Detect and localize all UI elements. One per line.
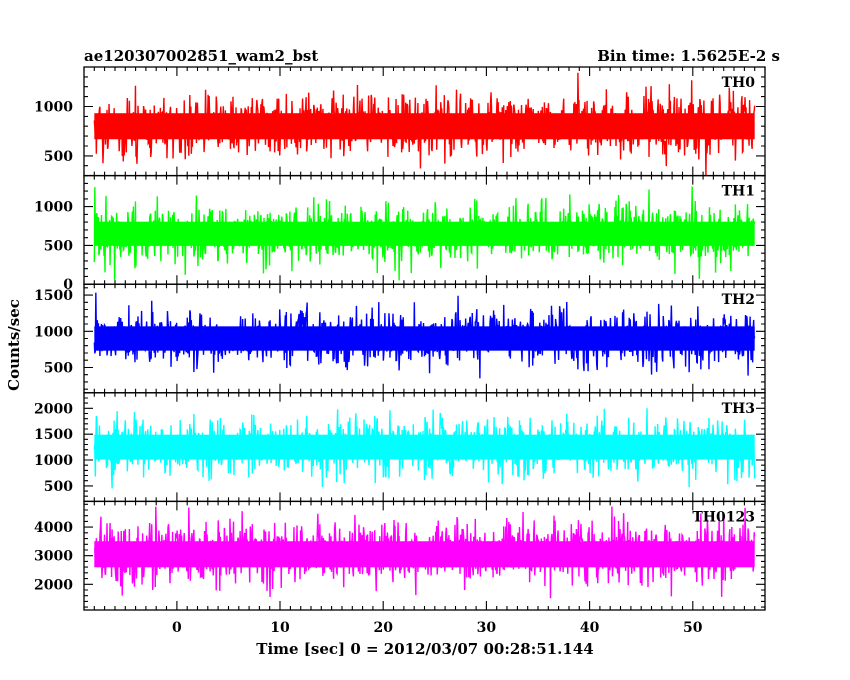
panel-ticks: [83, 284, 766, 393]
series-th0-line: [93, 72, 756, 176]
panel-ticks: [83, 501, 766, 610]
x-axis-title: Time [sec] 0 = 2012/03/07 00:28:51.144: [256, 640, 593, 658]
y-tick-label: 500: [44, 149, 73, 165]
y-tick-label: 1000: [34, 100, 73, 116]
x-tick-label: 10: [270, 620, 290, 636]
figure-title: ae120307002851_wam2_bst: [84, 47, 318, 65]
x-tick-label: 30: [477, 620, 497, 636]
panel-label-th3: TH3: [722, 401, 755, 417]
y-axis-title: Counts/sec: [5, 299, 23, 391]
y-tick-label: 1500: [34, 427, 73, 443]
panel-label-th2: TH2: [722, 292, 755, 308]
y-tick-label: 500: [44, 361, 73, 377]
x-tick-label: 20: [373, 620, 393, 636]
y-tick-label: 1000: [34, 200, 73, 216]
bin-time-label: Bin time: 1.5625E-2 s: [597, 47, 780, 65]
y-tick-label: 3000: [34, 549, 73, 565]
y-tick-label: 500: [44, 479, 73, 495]
y-tick-label: 0: [63, 277, 73, 293]
series-th1-line: [93, 186, 756, 281]
x-tick-label: 50: [683, 620, 703, 636]
y-tick-label: 2000: [34, 577, 73, 593]
x-axis: 0 10 20 30 40 50: [172, 620, 703, 636]
series-th0123-line: [93, 506, 756, 599]
y-tick-label: 2000: [34, 401, 73, 417]
panel-label-th1: TH1: [722, 184, 755, 200]
y-tick-label: 1000: [34, 324, 73, 340]
panel-th2: 500 1000 1500 TH2: [34, 283, 766, 394]
series-th2-line: [93, 292, 756, 379]
panel-th1: 0 500 1000 TH1: [34, 174, 766, 293]
panel-label-th0: TH0: [722, 75, 756, 91]
panel-th3: 500 1000 1500 2000 TH3: [34, 392, 766, 503]
panel-label-th0123: TH0123: [692, 509, 755, 525]
x-tick-label: 40: [580, 620, 600, 636]
panel-th0123: 2000 3000 4000 TH0123: [34, 500, 766, 611]
y-tick-label: 1000: [34, 453, 73, 469]
y-tick-label: 500: [44, 238, 73, 254]
y-tick-label: 1500: [34, 288, 73, 304]
panels-group: 500 1000 TH0 0 500 1000 TH1 500 1000 1500 TH2 500 10…: [34, 66, 766, 611]
y-tick-label: 4000: [34, 520, 73, 536]
panel-th0: 500 1000 TH0: [34, 66, 766, 177]
x-tick-label: 0: [172, 620, 182, 636]
series-th3-line: [93, 408, 756, 489]
